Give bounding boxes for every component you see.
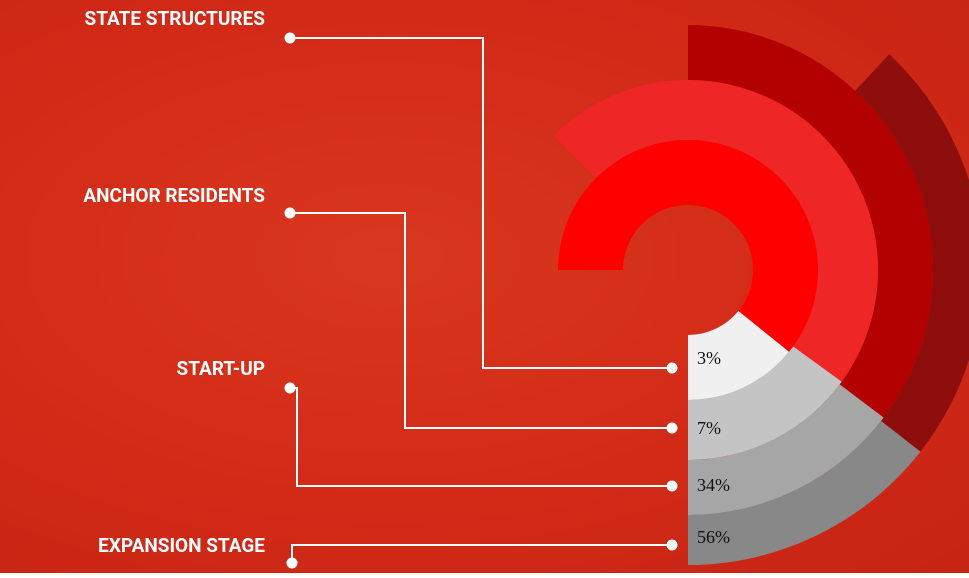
connector [290,388,672,486]
category-label: ANCHOR RESIDENTS [83,184,265,207]
category-label: START-UP [177,357,266,380]
percent-label: 56% [697,527,730,547]
percent-label: 3% [697,348,721,368]
dot [285,33,296,44]
dot [285,383,296,394]
dot [667,423,678,434]
category-label: STATE STRUCTURES [85,7,266,30]
percent-label: 34% [697,475,730,495]
dot [287,558,298,569]
percent-label: 7% [697,418,721,438]
rings [554,25,969,565]
dot [667,481,678,492]
infographic: STATE STRUCTURES ANCHOR RESIDENTS START-… [0,0,969,573]
connector [292,545,672,563]
dot [667,363,678,374]
dot [667,540,678,551]
dot [285,208,296,219]
diagram: STATE STRUCTURES ANCHOR RESIDENTS START-… [0,0,969,573]
category-label: EXPANSION STAGE [98,534,265,557]
